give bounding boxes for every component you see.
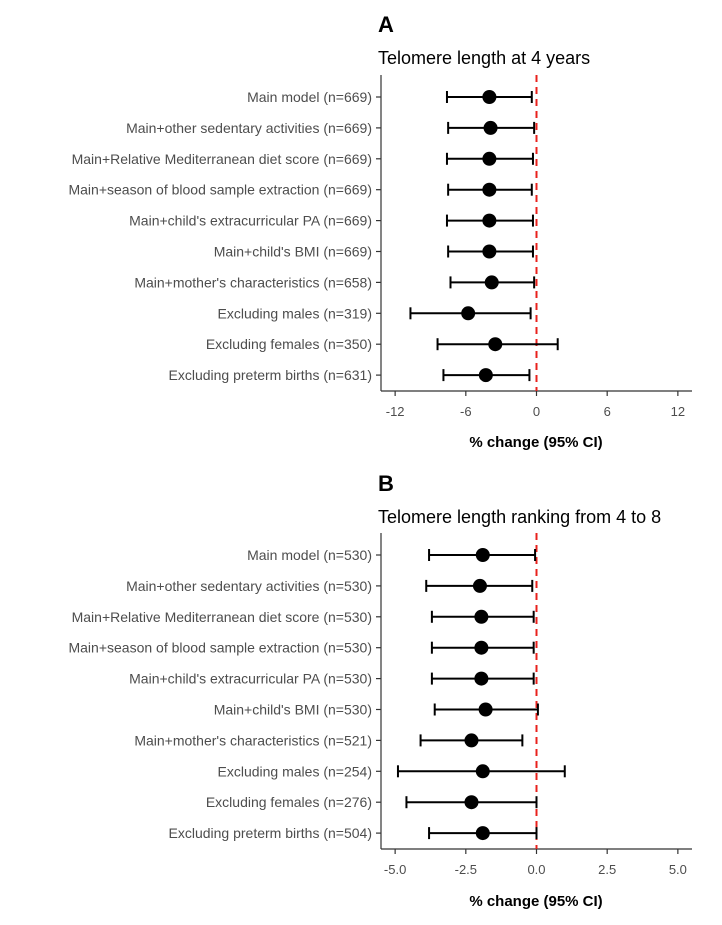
panel-b-row-label: Excluding males (n=254) — [218, 763, 372, 779]
panel-b-point-estimate — [478, 702, 493, 717]
panel-b-row-label: Main+child's BMI (n=530) — [214, 702, 372, 718]
panel-a-x-tick-label: -12 — [386, 404, 405, 419]
panel-a-point-estimate — [484, 275, 499, 290]
panel-a-x-axis-title: % change (95% CI) — [469, 434, 602, 451]
panel-a-row-label: Main+child's extracurricular PA (n=669) — [129, 213, 372, 229]
panel-b-letter: B — [378, 471, 394, 496]
panel-b-x-tick-label: 0.0 — [527, 862, 545, 877]
panel-a-row-label: Excluding preterm births (n=631) — [169, 367, 373, 383]
panel-a: A Telomere length at 4 years -12 -6 0 6 12 Ma… — [68, 12, 692, 451]
panel-a-point-estimate — [482, 151, 497, 166]
panel-b-row-label: Main+season of blood sample extraction (… — [68, 640, 372, 656]
panel-b-row-label: Main+mother's characteristics (n=521) — [134, 732, 372, 748]
panel-a-point-estimate — [482, 182, 497, 197]
panel-b-point-estimate — [464, 795, 479, 810]
panel-b-row-label: Main+Relative Mediterranean diet score (… — [72, 609, 372, 625]
panel-a-point-estimate — [488, 337, 503, 352]
panel-b-point-estimate — [474, 640, 489, 655]
panel-a-row-label: Main+Relative Mediterranean diet score (… — [72, 151, 372, 167]
panel-a-point-estimate — [482, 213, 497, 228]
panel-a-title: Telomere length at 4 years — [378, 48, 590, 68]
panel-b-point-estimate — [474, 609, 489, 624]
panel-b-row-label: Excluding females (n=276) — [206, 794, 372, 810]
panel-b-point-estimate — [475, 764, 490, 779]
panel-a-x-tick-label: -6 — [460, 404, 472, 419]
panel-b-x-tick-label: 2.5 — [598, 862, 616, 877]
panel-a-row-label: Main+child's BMI (n=669) — [214, 244, 372, 260]
panel-a-row-label: Excluding males (n=319) — [218, 305, 372, 321]
panel-b-point-estimate — [475, 548, 490, 562]
panel-a-point-estimate — [461, 306, 476, 321]
panel-a-row-label: Main+mother's characteristics (n=658) — [134, 274, 372, 290]
panel-b-x-tick-label: -2.5 — [455, 862, 477, 877]
panel-a-plot-area: -12 -6 0 6 12 Main model (n=669) Main+other se… — [68, 75, 692, 419]
panel-a-letter: A — [378, 12, 394, 37]
panel-a-row-label: Main model (n=669) — [247, 89, 372, 105]
panel-b-x-tick-label: -5.0 — [384, 862, 406, 877]
panel-b-point-estimate — [475, 826, 490, 841]
panel-b-point-estimate — [474, 671, 489, 686]
panel-a-x-tick-label: 0 — [533, 404, 540, 419]
panel-a-point-estimate — [482, 90, 497, 104]
panel-a-point-estimate — [483, 120, 498, 135]
panel-b-title: Telomere length ranking from 4 to 8 — [378, 507, 661, 527]
panel-b-row-label: Main+other sedentary activities (n=530) — [126, 578, 372, 594]
panel-b-plot-area: -5.0 -2.5 0.0 2.5 5.0 Main model (n=530) Main+… — [68, 533, 692, 877]
panel-a-row-label: Main+other sedentary activities (n=669) — [126, 120, 372, 136]
panel-b-row-label: Main+child's extracurricular PA (n=530) — [129, 671, 372, 687]
panel-b-point-estimate — [464, 733, 479, 748]
panel-b-row-label: Excluding preterm births (n=504) — [169, 825, 373, 841]
panel-b-x-tick-label: 5.0 — [669, 862, 687, 877]
panel-a-x-tick-label: 6 — [604, 404, 611, 419]
panel-a-x-tick-label: 12 — [671, 404, 685, 419]
panel-a-row-label: Excluding females (n=350) — [206, 336, 372, 352]
panel-b-x-axis-title: % change (95% CI) — [469, 893, 602, 910]
panel-b-row-label: Main model (n=530) — [247, 547, 372, 563]
panel-a-row-label: Main+season of blood sample extraction (… — [68, 182, 372, 198]
panel-b: B Telomere length ranking from 4 to 8 -5… — [68, 471, 692, 910]
panel-a-point-estimate — [482, 244, 497, 259]
panel-a-point-estimate — [478, 368, 493, 383]
panel-b-point-estimate — [472, 578, 487, 593]
